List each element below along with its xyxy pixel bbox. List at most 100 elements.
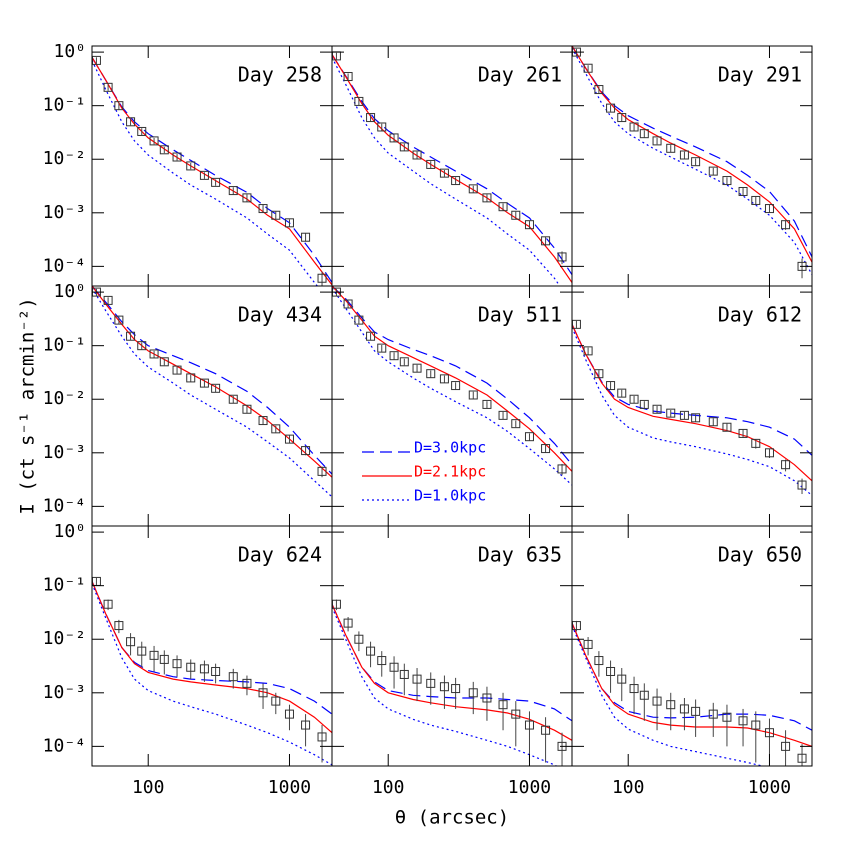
data-point	[242, 404, 252, 414]
data-point	[271, 696, 281, 706]
panel-title: Day 612	[718, 303, 802, 327]
model-line	[92, 56, 332, 286]
data-point	[172, 152, 182, 162]
data-point	[781, 220, 791, 230]
data-point	[524, 720, 534, 730]
data-point	[366, 331, 376, 341]
y-axis-label: I (ct s⁻¹ arcmin⁻²)	[17, 297, 39, 514]
data-point	[498, 700, 508, 710]
data-point	[103, 295, 113, 305]
data-point	[103, 599, 113, 609]
data-point	[354, 96, 364, 106]
model-line	[332, 286, 572, 472]
data-point	[541, 236, 551, 246]
data-point	[557, 252, 567, 262]
data-point	[594, 85, 604, 95]
data-point	[271, 210, 281, 220]
data-point	[258, 416, 268, 426]
data-point	[366, 113, 376, 123]
data-point	[498, 202, 508, 212]
x-tick-label: 100	[372, 777, 405, 798]
data-point	[541, 725, 551, 735]
data-point	[343, 299, 353, 309]
model-line	[572, 46, 812, 258]
data-point	[172, 659, 182, 669]
x-tick-label: 100	[612, 777, 645, 798]
data-point	[541, 444, 551, 454]
panel-title: Day 261	[478, 63, 562, 87]
panel	[572, 620, 812, 766]
x-axis-label: θ (arcsec)	[395, 807, 509, 829]
panel	[332, 599, 572, 766]
model-line	[332, 54, 572, 276]
panel-title: Day 511	[478, 303, 562, 327]
y-tick-label: 10⁻¹	[43, 575, 86, 596]
model-line	[92, 581, 332, 734]
model-line	[92, 60, 319, 286]
y-tick-label: 10⁻³	[43, 202, 86, 223]
data-point	[617, 113, 627, 123]
data-point	[172, 365, 182, 375]
data-point	[451, 381, 461, 391]
panel-title: Day 624	[238, 543, 322, 567]
data-point	[284, 434, 294, 444]
panel	[572, 319, 812, 496]
data-point	[511, 709, 521, 719]
data-point	[781, 741, 791, 751]
data-point	[652, 696, 662, 706]
data-point	[722, 176, 732, 186]
model-line	[332, 603, 572, 722]
data-point	[797, 753, 807, 763]
x-tick-label: 1000	[508, 777, 551, 798]
data-point	[764, 448, 774, 458]
data-point	[284, 709, 294, 719]
data-point	[186, 373, 196, 383]
data-point	[511, 419, 521, 429]
data-point	[722, 422, 732, 432]
data-point	[606, 103, 616, 113]
model-line	[572, 327, 812, 496]
data-point	[639, 129, 649, 139]
data-point	[137, 646, 147, 656]
data-point	[159, 357, 169, 367]
data-point	[114, 315, 124, 325]
data-point	[557, 464, 567, 474]
data-point	[301, 720, 311, 730]
panel	[92, 576, 332, 766]
data-point	[126, 637, 136, 647]
panel	[332, 286, 572, 486]
panel-title: Day 258	[238, 63, 322, 87]
y-tick-label: 10⁻²	[43, 388, 86, 409]
data-point	[451, 684, 461, 694]
data-point	[284, 218, 294, 228]
data-point	[149, 650, 159, 660]
data-point	[114, 101, 124, 111]
panel-title: Day 635	[478, 543, 562, 567]
data-point	[137, 126, 147, 136]
data-point	[708, 417, 718, 427]
data-point	[389, 133, 399, 143]
legend-label: D=3.0kpc	[414, 439, 486, 457]
data-point	[738, 186, 748, 196]
model-line	[572, 622, 812, 747]
data-point	[389, 351, 399, 361]
data-point	[412, 674, 422, 684]
data-point	[377, 343, 387, 353]
panel	[92, 55, 332, 286]
data-point	[691, 413, 701, 423]
data-point	[708, 166, 718, 176]
data-point	[666, 700, 676, 710]
data-point	[524, 432, 534, 442]
x-tick-label: 1000	[748, 777, 791, 798]
model-line	[92, 286, 332, 475]
panel-title: Day 434	[238, 303, 322, 327]
data-point	[377, 656, 387, 666]
model-line	[92, 583, 332, 766]
data-point	[679, 410, 689, 420]
data-point	[751, 195, 761, 205]
data-point	[468, 688, 478, 698]
data-point	[468, 184, 478, 194]
data-point	[781, 460, 791, 470]
data-point	[399, 142, 409, 152]
data-point	[317, 732, 327, 742]
